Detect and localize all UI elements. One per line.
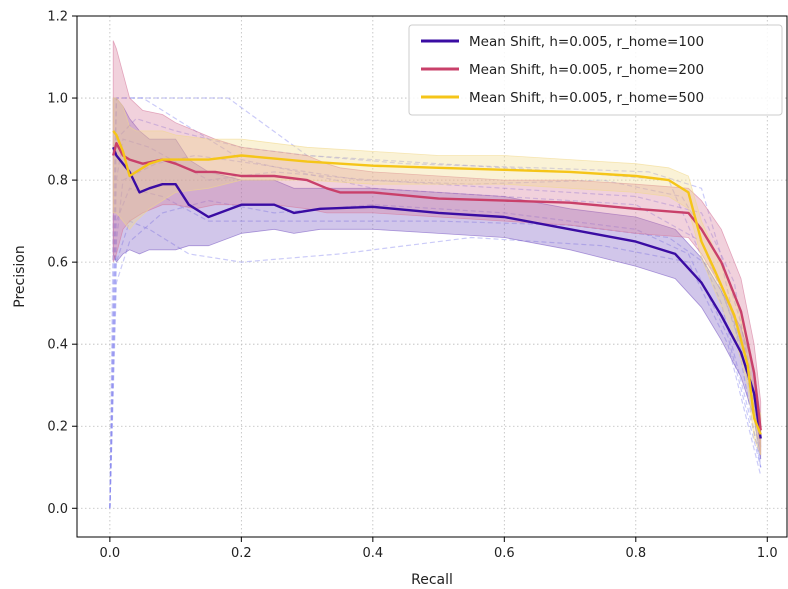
x-tick-label: 1.0 [757, 546, 778, 561]
x-axis-ticks: 0.0 0.2 0.4 0.6 0.8 1.0 [100, 537, 778, 561]
series-line [112, 142, 762, 431]
legend-box [408, 24, 783, 116]
individual-run-line [109, 154, 762, 509]
individual-run-line [109, 117, 762, 509]
y-axis-label: Precision [12, 245, 28, 307]
legend-entry-label: Mean Shift, h=0.005, r_home=100 [469, 34, 704, 50]
confidence-bands [112, 40, 762, 460]
series-confidence-band [112, 97, 762, 456]
legend-entry-label: Mean Shift, h=0.005, r_home=200 [469, 62, 704, 78]
individual-run-line [109, 97, 762, 509]
y-tick-label: 0.4 [47, 338, 68, 353]
series-confidence-band [112, 97, 762, 460]
individual-run-line [109, 187, 762, 509]
series-line [112, 130, 762, 435]
y-tick-label: 0.0 [47, 502, 68, 517]
x-tick-label: 0.4 [362, 546, 383, 561]
y-tick-label: 1.0 [47, 92, 68, 107]
y-tick-label: 0.6 [47, 256, 68, 271]
plot-frame [76, 15, 788, 538]
y-axis-ticks: 0.0 0.2 0.4 0.6 0.8 1.0 1.2 [47, 10, 77, 517]
y-tick-label: 1.2 [47, 10, 68, 25]
x-tick-label: 0.8 [625, 546, 646, 561]
x-axis-label: Recall [411, 572, 453, 588]
legend: Mean Shift, h=0.005, r_home=100 Mean Shif… [408, 24, 783, 116]
series-line [112, 146, 762, 439]
y-tick-label: 0.2 [47, 420, 68, 435]
series-lines [112, 130, 762, 439]
x-tick-label: 0.2 [231, 546, 252, 561]
grid [77, 15, 787, 537]
y-tick-label: 0.8 [47, 174, 68, 189]
legend-entry-label: Mean Shift, h=0.005, r_home=500 [469, 90, 704, 106]
x-tick-label: 0.0 [100, 546, 121, 561]
x-tick-label: 0.6 [494, 546, 515, 561]
